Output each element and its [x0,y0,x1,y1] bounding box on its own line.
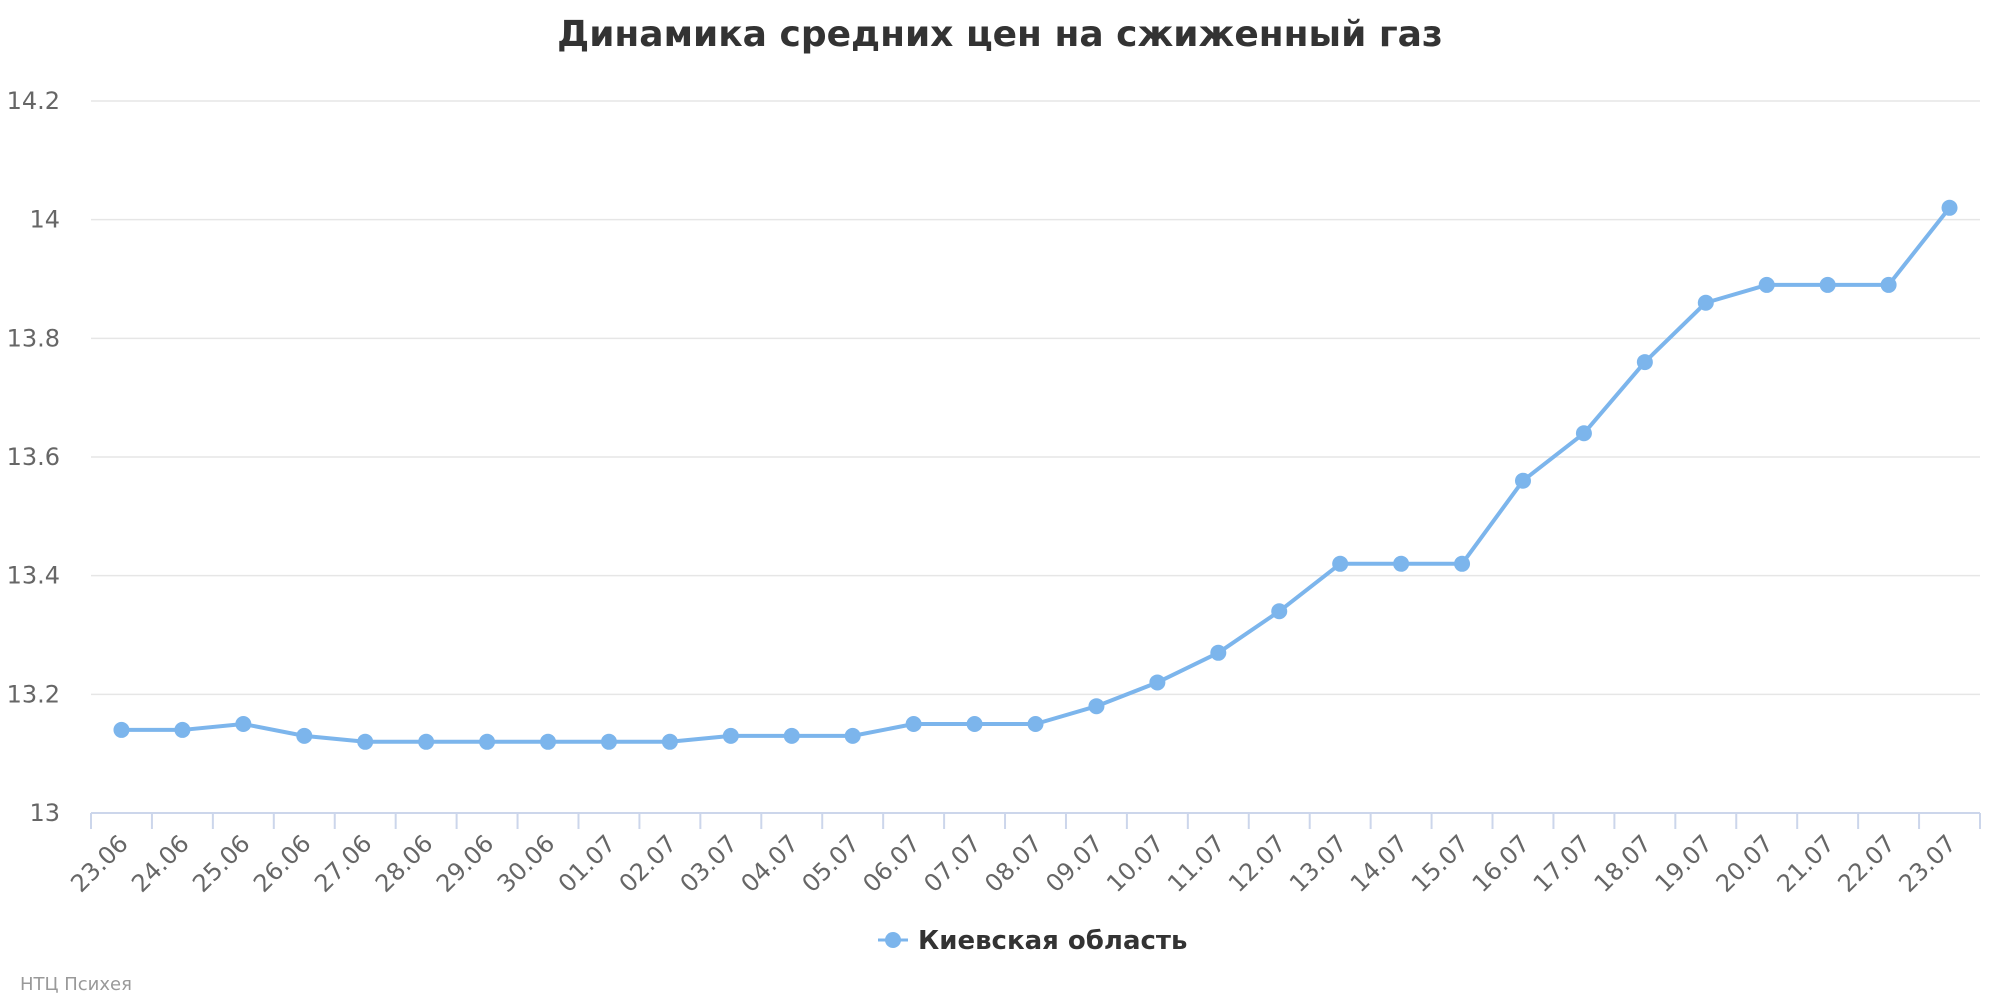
x-tick-label: 07.07 [918,829,986,897]
data-point[interactable] [1027,716,1044,732]
x-axis: 23.0624.0625.0626.0627.0628.0629.0630.06… [65,812,1981,898]
data-point[interactable] [783,727,800,744]
data-point[interactable] [1575,425,1592,442]
data-point[interactable] [235,716,252,732]
x-tick-label: 04.07 [736,829,804,897]
y-tick-label: 13.6 [7,443,60,471]
data-point[interactable] [1454,555,1471,572]
data-point[interactable] [844,727,861,744]
data-point[interactable] [479,733,496,750]
data-point[interactable] [1332,555,1349,572]
data-point[interactable] [357,733,374,750]
y-tick-label: 14 [29,206,60,234]
x-tick-label: 05.07 [797,829,865,897]
data-point[interactable] [905,716,922,732]
x-tick-label: 15.07 [1406,829,1474,897]
data-point[interactable] [1271,603,1288,620]
data-point[interactable] [418,733,435,750]
legend-label: Киевская область [918,926,1187,956]
data-point[interactable] [1088,698,1105,715]
chart-title: Динамика средних цен на сжиженный газ [557,14,1443,55]
y-tick-label: 13.4 [7,562,60,590]
data-point[interactable] [1819,276,1836,293]
data-point[interactable] [1210,644,1227,661]
data-point[interactable] [1149,674,1166,691]
x-tick-label: 08.07 [979,829,1047,897]
x-tick-label: 10.07 [1101,829,1169,897]
data-point[interactable] [1758,276,1775,293]
legend-item-kyiv-oblast[interactable]: Киевская область [878,926,1187,956]
x-tick-label: 21.07 [1772,829,1840,897]
legend-marker-swatch [885,932,901,948]
x-tick-label: 30.06 [492,829,560,897]
x-tick-label: 19.07 [1650,829,1718,897]
x-tick-label: 24.06 [126,829,194,897]
x-tick-label: 02.07 [614,829,682,897]
data-point[interactable] [722,727,739,744]
x-tick-label: 22.07 [1832,829,1900,897]
x-tick-label: 14.07 [1345,829,1413,897]
data-point[interactable] [540,733,557,750]
x-tick-label: 03.07 [675,829,743,897]
data-point[interactable] [174,721,191,738]
y-tick-label: 13 [29,799,60,827]
gridlines [91,100,1980,696]
x-tick-label: 27.06 [309,829,377,897]
data-point[interactable] [1636,354,1653,371]
data-point[interactable] [1393,555,1410,572]
series-group [113,199,1958,750]
data-point[interactable] [966,716,983,732]
x-tick-label: 25.06 [187,829,255,897]
x-tick-label: 29.06 [431,829,499,897]
y-tick-label: 13.8 [7,324,60,352]
x-tick-label: 16.07 [1467,829,1535,897]
x-tick-label: 28.06 [370,829,438,897]
y-tick-label: 13.2 [7,680,60,708]
x-tick-label: 17.07 [1528,829,1596,897]
x-tick-label: 01.07 [553,829,621,897]
data-point[interactable] [1880,276,1897,293]
data-point[interactable] [1514,472,1531,489]
data-point[interactable] [600,733,617,750]
x-tick-label: 11.07 [1162,829,1230,897]
credits-text[interactable]: НТЦ Психея [20,974,132,995]
x-tick-label: 23.06 [65,829,133,897]
x-tick-label: 18.07 [1589,829,1657,897]
data-point[interactable] [113,721,130,738]
x-tick-label: 12.07 [1223,829,1291,897]
x-tick-label: 09.07 [1040,829,1108,897]
series-line [119,205,1952,744]
data-point[interactable] [1941,199,1958,216]
x-tick-label: 23.07 [1893,829,1961,897]
y-tick-label: 14.2 [7,87,60,115]
data-point[interactable] [296,727,313,744]
x-tick-label: 26.06 [248,829,316,897]
data-point[interactable] [1697,294,1714,311]
x-tick-label: 06.07 [857,829,925,897]
data-point[interactable] [661,733,678,750]
x-tick-label: 13.07 [1284,829,1352,897]
y-axis: 13 13.2 13.4 13.6 13.8 14 14.2 [7,87,60,827]
x-tick-label: 20.07 [1711,829,1779,897]
